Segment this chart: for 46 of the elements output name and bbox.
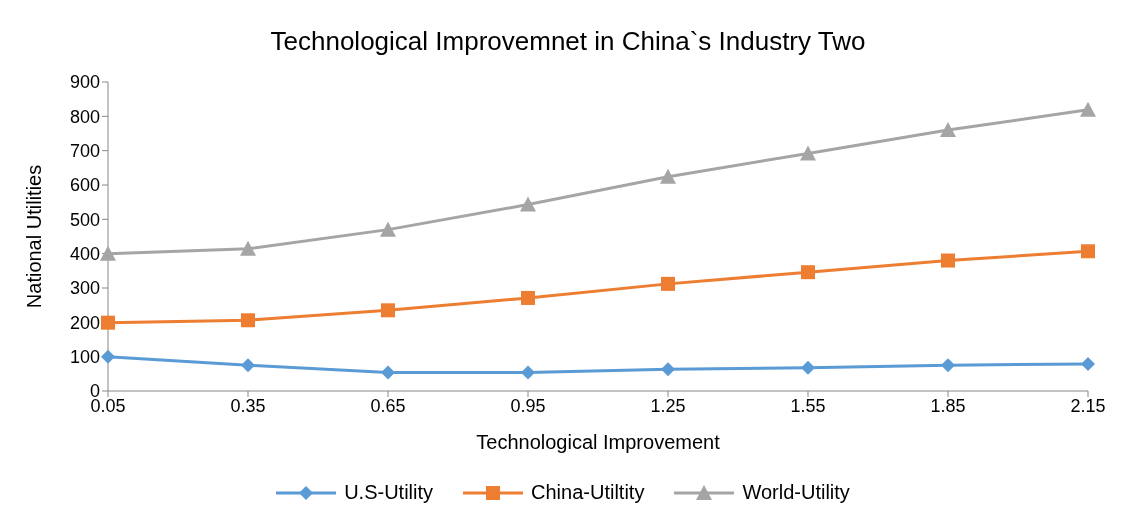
point <box>660 168 676 184</box>
x-axis-title: Technological Improvement <box>476 431 721 453</box>
x-tick-label: 0.95 <box>510 395 546 416</box>
point <box>800 145 816 161</box>
y-axis-title: National Utilities <box>23 164 46 309</box>
point <box>521 290 535 305</box>
y-tick-label: 900 <box>69 72 100 93</box>
x-tick-label: 1.85 <box>930 395 966 416</box>
x-tick-label: 2.15 <box>1070 395 1106 416</box>
legend-label: World-Utility <box>741 481 850 504</box>
point <box>940 122 956 138</box>
point <box>1081 356 1095 371</box>
point <box>941 358 955 373</box>
y-tick-label: 800 <box>69 106 100 127</box>
point <box>381 303 395 318</box>
y-tick-label: 300 <box>69 278 100 299</box>
point <box>101 349 115 364</box>
point <box>241 313 255 328</box>
y-tick-label: 500 <box>69 209 100 230</box>
y-tick-label: 600 <box>69 175 100 196</box>
point <box>801 360 815 375</box>
point <box>101 315 115 330</box>
legend-label: U.S-Utility <box>343 481 434 504</box>
point <box>240 240 256 256</box>
point <box>520 196 536 212</box>
point <box>381 365 395 380</box>
legend-label: China-Utiltity <box>530 481 645 504</box>
x-tick-label: 0.35 <box>230 395 266 416</box>
point <box>1080 101 1096 117</box>
x-tick-label: 1.55 <box>790 395 826 416</box>
point <box>241 358 255 373</box>
point <box>661 276 675 291</box>
y-tick-label: 100 <box>69 347 100 368</box>
point <box>1081 244 1095 259</box>
point <box>380 221 396 237</box>
point <box>661 362 675 377</box>
y-tick-label: 400 <box>69 244 100 265</box>
x-tick-label: 0.65 <box>370 395 406 416</box>
x-tick-label: 1.25 <box>650 395 686 416</box>
point <box>801 265 815 280</box>
y-tick-label: 200 <box>69 312 100 333</box>
point <box>100 245 116 261</box>
chart-title: Technological Improvemnet in China`s Industry Two <box>269 25 867 58</box>
y-tick-label: 700 <box>69 141 100 162</box>
point <box>521 365 535 380</box>
point <box>941 253 955 268</box>
